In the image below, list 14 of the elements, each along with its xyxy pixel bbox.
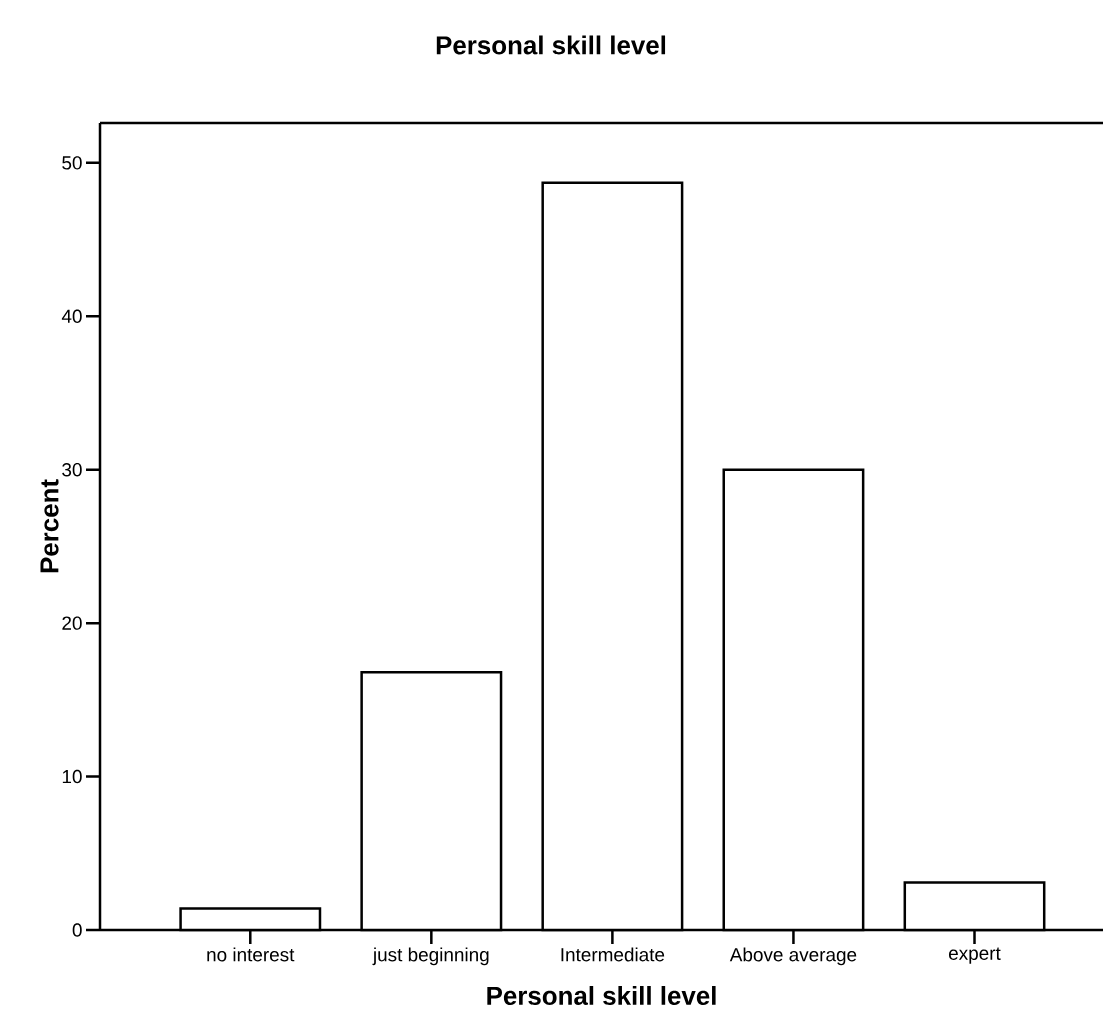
chart-title: Personal skill level [436,35,666,55]
x-axis-title: Personal skill level [487,985,716,1006]
y-tick-label: 20 [62,616,82,630]
x-tick-label: Intermediate [561,947,665,962]
y-tick-label: 0 [72,923,82,937]
y-tick-label: 50 [62,156,82,170]
y-tick-label: 40 [61,309,82,323]
x-tick-label: just beginning [372,947,489,966]
x-tick-label: expert [948,947,1001,964]
x-tick-label: no interest [207,947,295,962]
x-tick-label: Above average [729,947,857,966]
y-tick-label: 30 [62,463,82,477]
y-axis-title: Percent [40,479,59,573]
y-tick-label: 10 [62,769,82,784]
